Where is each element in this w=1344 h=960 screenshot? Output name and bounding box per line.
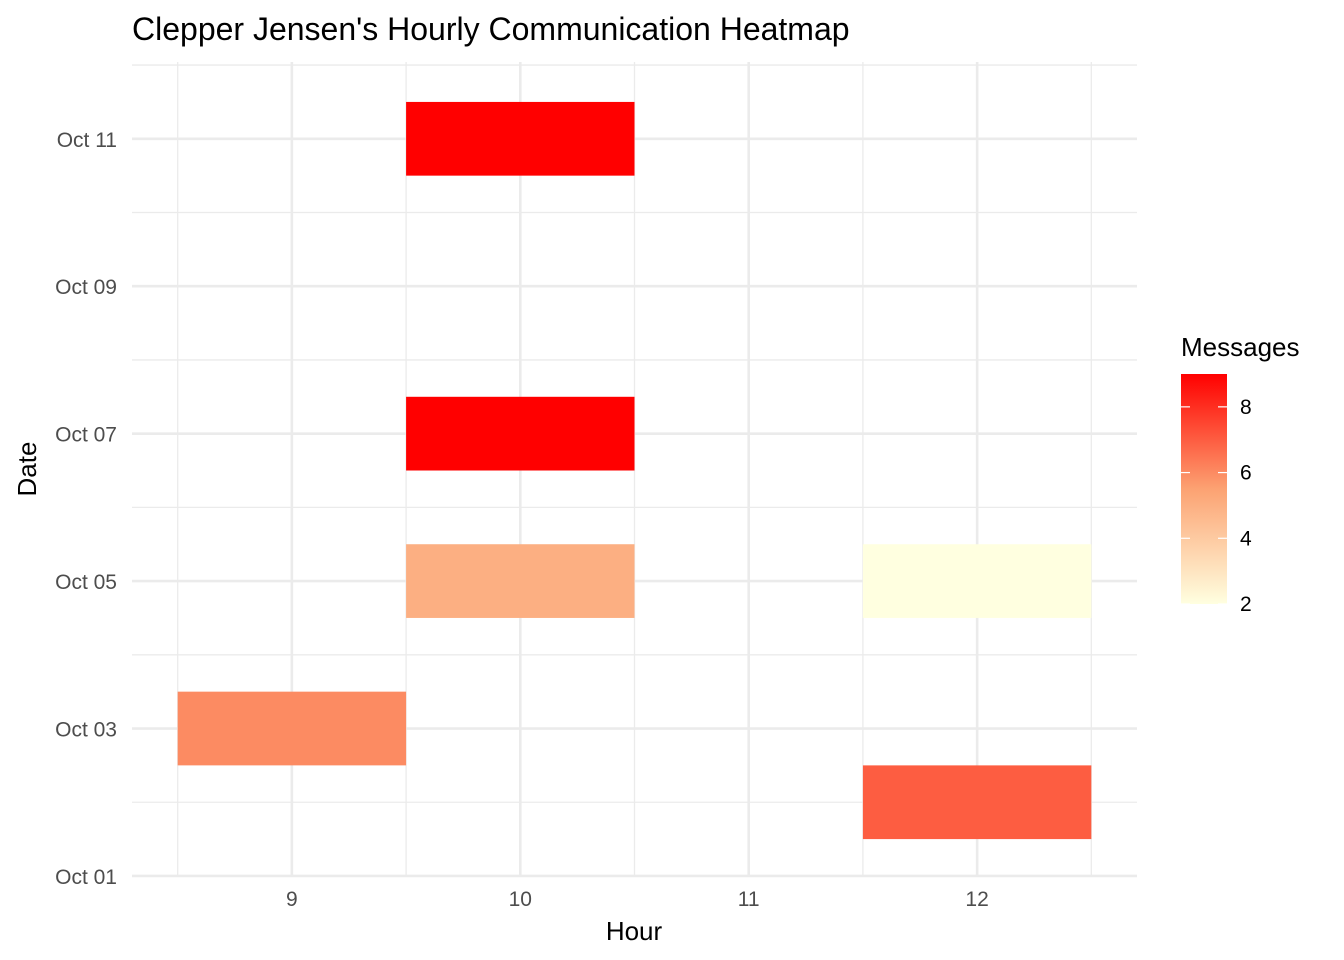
x-tick-label: 11: [738, 888, 760, 911]
legend-ticks: 2 4 6 8: [1181, 396, 1252, 616]
y-axis-title: Date: [12, 442, 42, 497]
x-tick-label: 12: [965, 888, 988, 911]
legend-tick-label: 2: [1240, 593, 1252, 616]
chart-title: Clepper Jensen's Hourly Communication He…: [132, 11, 850, 47]
x-tick-label: 10: [509, 888, 532, 911]
y-tick-label: Oct 07: [55, 424, 117, 447]
heatmap-cell: [862, 544, 1092, 618]
y-tick-label: Oct 09: [55, 276, 117, 299]
y-tick-label: Oct 11: [57, 129, 117, 152]
heatmap-cell: [406, 544, 635, 618]
x-axis-title: Hour: [606, 916, 663, 946]
heatmap-cell: [406, 101, 635, 176]
legend-title: Messages: [1181, 332, 1300, 362]
heatmap-cell: [406, 396, 635, 471]
legend-tick-label: 6: [1240, 462, 1252, 485]
y-tick-label: Oct 05: [55, 571, 117, 594]
x-tick-label: 9: [286, 888, 298, 911]
y-tick-label: Oct 01: [55, 866, 117, 889]
legend-colorbar: [1181, 374, 1227, 604]
x-axis-ticks: 9 10 11 12: [286, 888, 989, 911]
heatmap-cell: [862, 765, 1092, 840]
y-axis-ticks: Oct 01 Oct 03 Oct 05 Oct 07 Oct 09 Oct 11: [55, 129, 117, 889]
color-legend: Messages 2 4 6 8: [1181, 332, 1300, 616]
legend-tick-label: 4: [1240, 527, 1252, 550]
legend-tick-label: 8: [1240, 396, 1252, 419]
minor-gridlines: [132, 62, 1137, 876]
heatmap-cell: [177, 691, 407, 766]
y-tick-label: Oct 03: [55, 719, 117, 742]
heatmap-cells: [177, 101, 1092, 840]
